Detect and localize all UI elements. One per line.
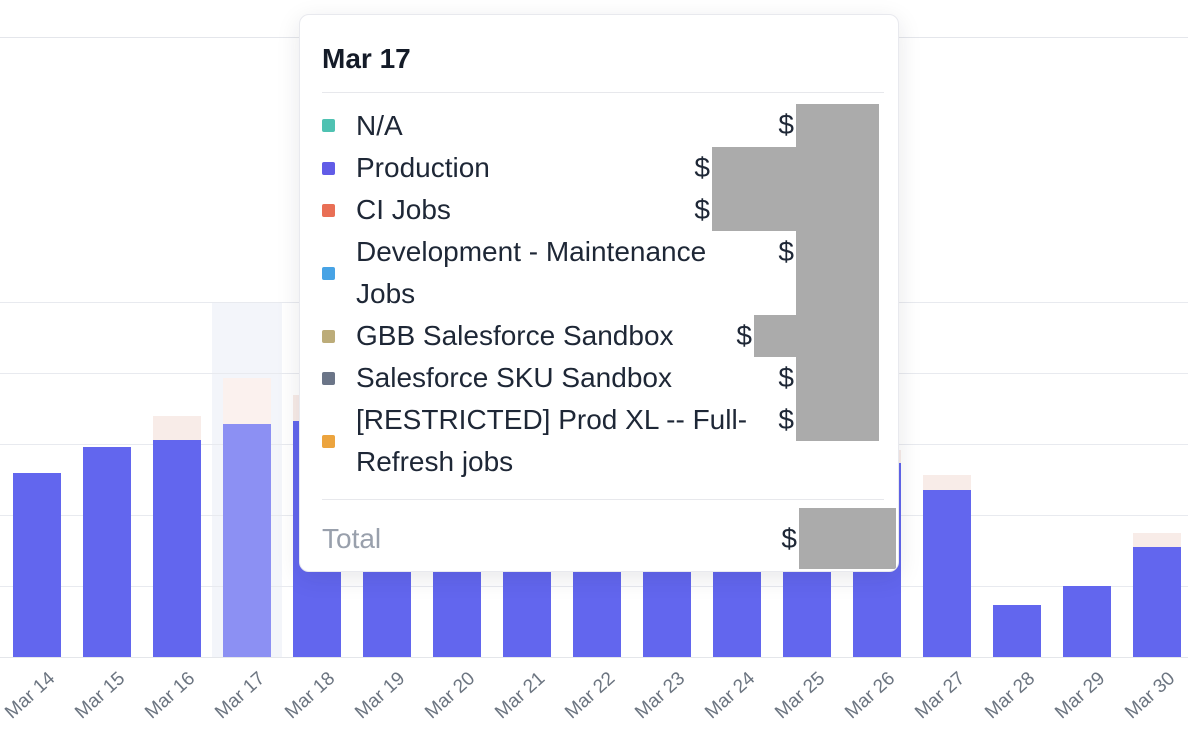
tooltip-total-label: Total <box>322 522 382 554</box>
x-tick-label-text: Mar 17 <box>211 668 270 724</box>
tooltip-total-row: Total $ <box>300 508 898 569</box>
bar-ci-jobs-mar-30[interactable] <box>1133 532 1181 547</box>
x-tick-label-text: Mar 30 <box>1121 668 1180 724</box>
x-tick-label-text: Mar 16 <box>141 668 200 724</box>
redacted-value <box>796 104 879 147</box>
legend-label: [RESTRICTED] Prod XL -- Full- Refresh jo… <box>356 404 748 477</box>
currency-symbol: $ <box>694 152 710 183</box>
legend-label: Development - Maintenance Jobs <box>356 236 707 309</box>
bar-ci-jobs-mar-17[interactable] <box>223 377 271 425</box>
legend-swatch-icon <box>322 266 335 280</box>
currency-symbol: $ <box>778 109 794 140</box>
redacted-value <box>754 315 879 357</box>
x-tick-label-text: Mar 26 <box>841 668 900 724</box>
legend-value: $ <box>778 357 879 399</box>
legend-label: Salesforce SKU Sandbox <box>356 362 672 393</box>
redacted-value <box>796 399 879 441</box>
x-tick-label-text: Mar 20 <box>421 668 480 724</box>
bar-production-mar-16[interactable] <box>153 439 201 657</box>
bar-production-mar-27[interactable] <box>923 490 971 657</box>
x-tick-label-text: Mar 19 <box>351 668 410 724</box>
legend-swatch-icon <box>322 434 335 448</box>
bar-production-mar-15[interactable] <box>83 446 131 657</box>
legend-value: $ <box>778 399 879 441</box>
tooltip-total-value: $ <box>781 508 896 569</box>
legend-value: $ <box>694 189 879 231</box>
x-tick-label-text: Mar 22 <box>561 668 620 724</box>
tooltip-legend-row: GBB Salesforce Sandbox $ <box>300 315 898 357</box>
legend-swatch-icon <box>322 371 335 385</box>
x-tick-label-text: Mar 25 <box>771 668 830 724</box>
legend-label: GBB Salesforce Sandbox <box>356 320 674 351</box>
legend-value: $ <box>778 104 879 147</box>
tooltip-date-title: Mar 17 <box>322 43 411 74</box>
tooltip-legend-row: Production $ <box>300 147 898 189</box>
x-tick-label-text: Mar 24 <box>701 668 760 724</box>
currency-symbol: $ <box>736 320 752 351</box>
legend-swatch-icon <box>322 119 335 132</box>
currency-symbol: $ <box>778 362 794 393</box>
legend-swatch-icon <box>322 161 335 175</box>
bar-ci-jobs-mar-16[interactable] <box>153 415 201 440</box>
legend-swatch-icon <box>322 203 335 217</box>
x-tick-label-text: Mar 14 <box>1 668 60 724</box>
legend-label: Production <box>356 152 490 183</box>
redacted-value <box>712 147 879 189</box>
tooltip-legend-rows: N/A $ Production $ CI Jobs $ Development - Mai… <box>300 104 898 483</box>
legend-label: N/A <box>356 109 403 141</box>
tooltip-legend-row: Salesforce SKU Sandbox $ <box>300 357 898 399</box>
chart-tooltip: Mar 17 N/A $ Production $ CI Jobs $ Developmen… <box>299 14 899 572</box>
x-tick-label-text: Mar 21 <box>491 668 550 724</box>
x-tick-label-text: Mar 29 <box>1051 668 1110 724</box>
legend-value: $ <box>694 147 879 189</box>
tooltip-legend-row: Development - Maintenance Jobs $ <box>300 231 898 315</box>
tooltip-divider-top <box>322 92 884 93</box>
x-tick-label-text: Mar 15 <box>71 668 130 724</box>
currency-symbol: $ <box>778 404 794 435</box>
legend-label: CI Jobs <box>356 194 451 225</box>
x-axis-line <box>0 657 1188 658</box>
redacted-value <box>712 189 879 231</box>
bar-production-mar-30[interactable] <box>1133 546 1181 657</box>
x-tick-label-text: Mar 27 <box>911 668 970 724</box>
x-tick-label-text: Mar 18 <box>281 668 340 724</box>
tooltip-legend-row: [RESTRICTED] Prod XL -- Full- Refresh jo… <box>300 399 898 483</box>
legend-swatch-icon <box>322 329 335 343</box>
tooltip-divider-bottom <box>322 499 884 500</box>
redacted-total-value <box>799 508 896 569</box>
currency-symbol: $ <box>694 194 710 225</box>
bar-production-mar-29[interactable] <box>1063 586 1111 657</box>
tooltip-legend-row: N/A $ <box>300 104 898 147</box>
bar-production-mar-14[interactable] <box>13 473 61 657</box>
legend-value: $ <box>778 231 879 315</box>
redacted-value <box>796 231 879 315</box>
legend-value: $ <box>736 315 879 357</box>
bar-production-mar-17[interactable] <box>223 424 271 657</box>
redacted-value <box>796 357 879 399</box>
currency-symbol: $ <box>778 236 794 267</box>
tooltip-legend-row: CI Jobs $ <box>300 189 898 231</box>
currency-symbol: $ <box>781 522 797 554</box>
bar-ci-jobs-mar-27[interactable] <box>923 475 971 491</box>
bar-production-mar-28[interactable] <box>993 605 1041 657</box>
x-tick-label-text: Mar 28 <box>981 668 1040 724</box>
x-tick-label-text: Mar 23 <box>631 668 690 724</box>
